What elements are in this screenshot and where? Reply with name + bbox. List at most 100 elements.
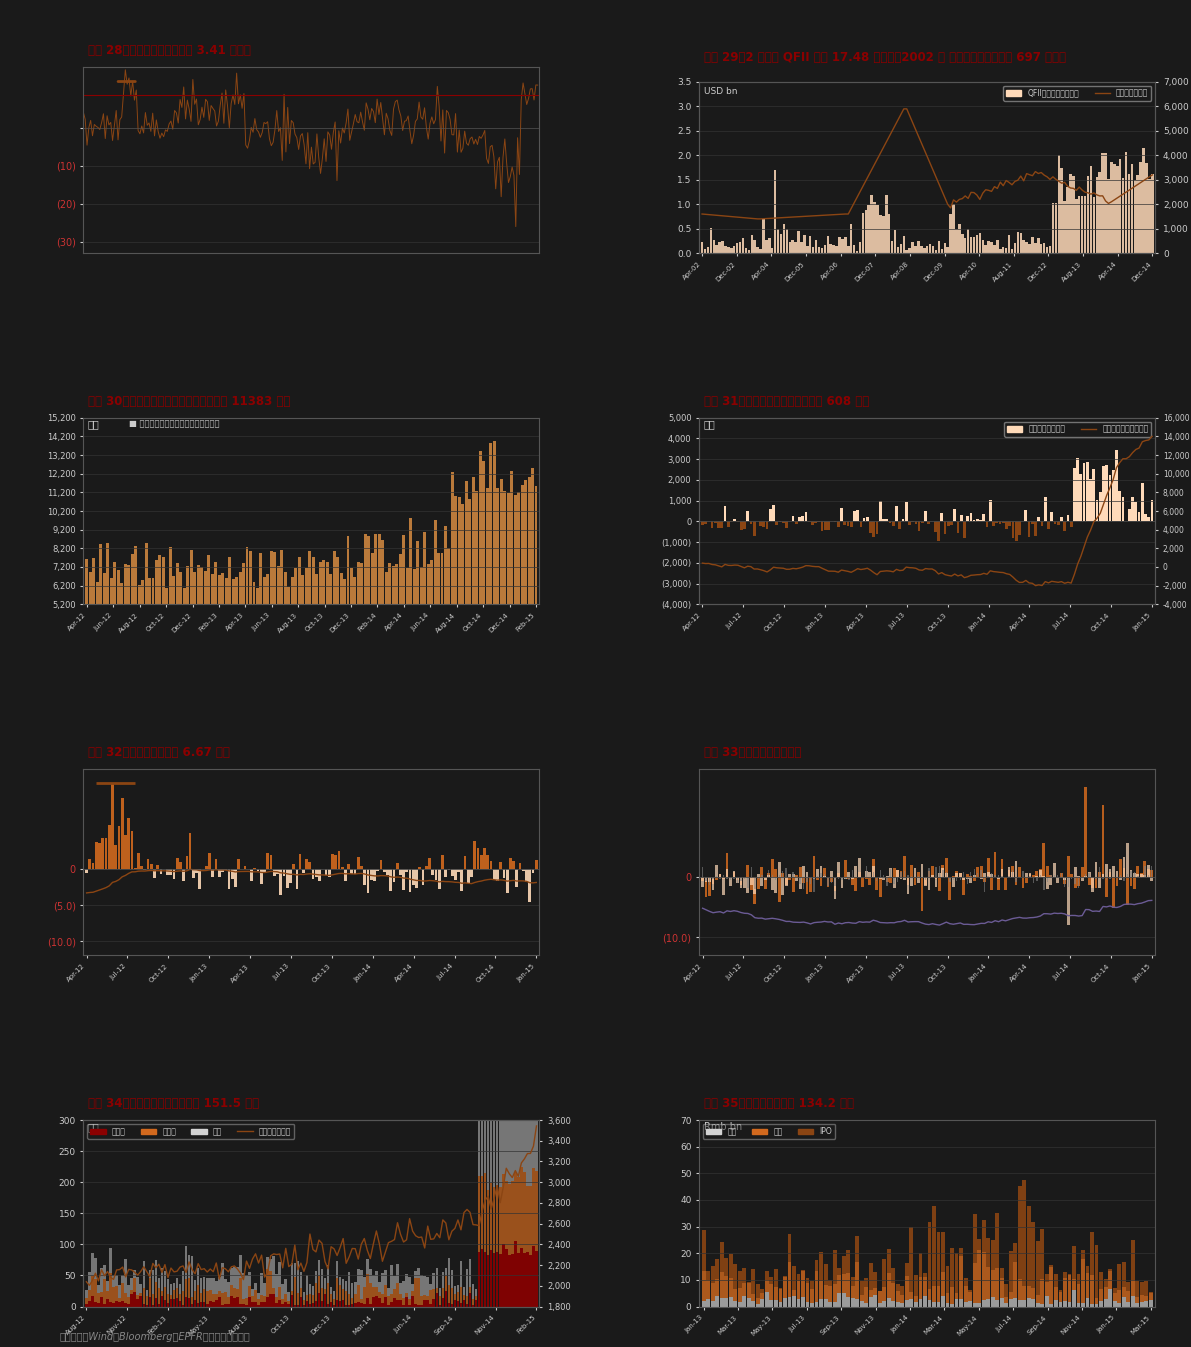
Bar — [827, 877, 829, 886]
Bar — [844, 861, 847, 877]
Bar — [1041, 521, 1043, 525]
Bar — [865, 870, 868, 877]
Bar — [1123, 857, 1125, 877]
Bar — [837, 862, 840, 877]
Bar — [137, 1277, 139, 1294]
Bar — [779, 1288, 782, 1289]
Bar — [1124, 152, 1127, 253]
Bar — [432, 1300, 435, 1307]
Bar — [133, 1278, 136, 1292]
Bar — [1015, 877, 1017, 885]
Bar — [1025, 873, 1028, 877]
Bar — [877, 877, 878, 881]
Bar — [1102, 154, 1104, 253]
Bar — [991, 1239, 994, 1270]
Bar — [1034, 521, 1037, 536]
Bar — [760, 1289, 765, 1293]
Bar — [111, 783, 114, 869]
Bar — [493, 1188, 495, 1253]
Bar — [442, 1272, 444, 1288]
Bar — [1112, 877, 1115, 908]
Bar — [124, 564, 126, 605]
Bar — [798, 517, 800, 521]
Bar — [397, 1263, 399, 1284]
Bar — [787, 1234, 791, 1262]
Bar — [869, 1297, 873, 1307]
Bar — [738, 242, 741, 253]
Bar — [1014, 1243, 1017, 1262]
Bar — [303, 869, 305, 873]
Bar — [917, 872, 919, 877]
Bar — [786, 229, 788, 253]
Bar — [1041, 1280, 1045, 1304]
Bar — [990, 874, 993, 877]
Bar — [931, 247, 934, 253]
Bar — [526, 1251, 529, 1307]
Bar — [1071, 877, 1072, 878]
Bar — [517, 1092, 519, 1177]
Bar — [1143, 861, 1146, 877]
Bar — [532, 1246, 535, 1307]
Bar — [392, 566, 394, 605]
Bar — [1092, 469, 1096, 521]
Bar — [1035, 870, 1039, 877]
Bar — [1095, 877, 1097, 888]
Bar — [933, 1206, 936, 1286]
Bar — [977, 873, 978, 877]
Bar — [924, 877, 927, 886]
Bar — [1122, 1262, 1125, 1286]
Bar — [936, 1303, 941, 1307]
Bar — [928, 867, 930, 877]
Bar — [760, 867, 763, 877]
Bar — [490, 861, 492, 869]
Bar — [476, 847, 480, 869]
Bar — [336, 1261, 338, 1278]
Bar — [430, 1290, 432, 1304]
Bar — [935, 251, 937, 253]
Bar — [1022, 877, 1024, 888]
Bar — [968, 1290, 972, 1292]
Bar — [701, 521, 704, 525]
Bar — [772, 876, 773, 877]
Bar — [712, 877, 713, 880]
Bar — [149, 1297, 151, 1307]
Bar — [405, 1297, 407, 1307]
Bar — [716, 1259, 719, 1280]
Bar — [417, 1278, 420, 1305]
Bar — [1022, 1180, 1027, 1286]
Bar — [854, 877, 858, 892]
Bar — [143, 1288, 145, 1304]
Bar — [490, 1250, 492, 1307]
Bar — [905, 1300, 909, 1307]
Bar — [1022, 1286, 1027, 1300]
Bar — [306, 1294, 308, 1301]
Bar — [524, 480, 528, 605]
Bar — [724, 245, 727, 253]
Bar — [495, 1103, 499, 1184]
Bar — [765, 240, 768, 253]
Bar — [833, 1250, 836, 1284]
Bar — [112, 1286, 114, 1303]
Bar — [873, 521, 875, 536]
Bar — [1105, 466, 1108, 521]
Bar — [762, 521, 765, 527]
Bar — [701, 1301, 705, 1307]
Bar — [850, 877, 854, 885]
Bar — [372, 1274, 375, 1286]
Bar — [279, 1300, 281, 1307]
Bar — [939, 877, 941, 890]
Bar — [332, 1305, 336, 1307]
Bar — [137, 1299, 139, 1307]
Bar — [736, 242, 738, 253]
Bar — [1041, 1230, 1045, 1280]
Bar — [287, 1304, 291, 1307]
Bar — [388, 563, 392, 605]
Bar — [810, 1281, 813, 1289]
Bar — [729, 877, 732, 886]
Bar — [316, 574, 318, 605]
Bar — [85, 1289, 88, 1299]
Bar — [493, 1253, 495, 1307]
Bar — [890, 869, 891, 877]
Bar — [1059, 1292, 1062, 1301]
Bar — [275, 1274, 278, 1297]
